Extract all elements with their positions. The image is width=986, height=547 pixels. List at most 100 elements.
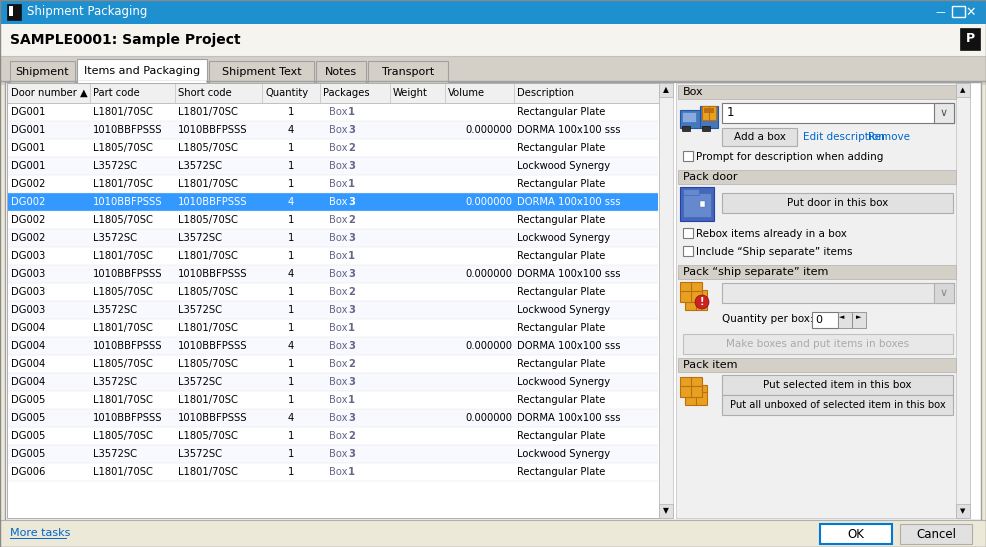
Text: DG006: DG006 (11, 467, 45, 477)
Bar (702, 126, 710, 131)
Bar (683, 334, 953, 354)
Text: 3: 3 (348, 161, 355, 171)
Text: Box: Box (328, 359, 347, 369)
Bar (952, 6, 965, 17)
Text: Shipment Text: Shipment Text (222, 67, 302, 77)
Bar (702, 106, 716, 120)
Bar (838, 312, 852, 328)
Text: Box: Box (328, 287, 347, 297)
Text: L1801/70SC: L1801/70SC (93, 395, 153, 405)
Bar (956, 83, 970, 97)
Text: 1: 1 (348, 467, 355, 477)
Bar (812, 312, 838, 328)
Bar (682, 126, 690, 131)
Text: Rectangular Plate: Rectangular Plate (517, 215, 605, 225)
Text: Description: Description (517, 88, 574, 98)
Bar (7, 193, 658, 211)
Bar (7, 121, 658, 139)
Text: DG004: DG004 (11, 377, 45, 387)
Text: 0.000000: 0.000000 (465, 341, 512, 351)
Text: 1: 1 (288, 107, 294, 117)
Text: Rectangular Plate: Rectangular Plate (517, 395, 605, 405)
Text: 1010BBFPSSS: 1010BBFPSSS (178, 341, 247, 351)
Bar (722, 395, 953, 415)
Text: 1: 1 (348, 179, 355, 189)
Text: 2: 2 (348, 143, 355, 153)
Bar (368, 61, 448, 83)
Text: ∨: ∨ (940, 288, 949, 298)
Bar (700, 106, 718, 128)
Text: Lockwood Synergy: Lockwood Synergy (517, 377, 610, 387)
Text: Box: Box (328, 449, 347, 459)
Text: L1805/70SC: L1805/70SC (93, 359, 153, 369)
Bar (7, 211, 658, 229)
Text: L3572SC: L3572SC (93, 449, 137, 459)
Text: Box: Box (328, 395, 347, 405)
Text: 1: 1 (288, 287, 294, 297)
Bar (7, 157, 658, 175)
Bar (7, 445, 658, 463)
Text: 1: 1 (288, 143, 294, 153)
Text: Rectangular Plate: Rectangular Plate (517, 467, 605, 477)
Bar (678, 170, 956, 184)
Text: 1: 1 (348, 107, 355, 117)
Bar (704, 108, 714, 113)
Text: DG005: DG005 (11, 395, 45, 405)
Text: Box: Box (328, 107, 347, 117)
Bar (7, 463, 658, 481)
Bar (659, 83, 673, 97)
Text: Box: Box (328, 341, 347, 351)
Text: DORMA 100x100 sss: DORMA 100x100 sss (517, 413, 620, 423)
Text: 3: 3 (348, 305, 355, 315)
Text: Rebox items already in a box: Rebox items already in a box (696, 229, 847, 239)
Text: 0: 0 (815, 315, 822, 325)
Text: Pack door: Pack door (683, 172, 738, 182)
Text: 3: 3 (348, 413, 355, 423)
Text: 4: 4 (288, 413, 294, 423)
Text: L3572SC: L3572SC (178, 305, 222, 315)
Bar (5, 82, 981, 520)
Text: Box: Box (328, 143, 347, 153)
Text: Box: Box (328, 215, 347, 225)
Bar (680, 110, 708, 128)
Bar (960, 28, 980, 50)
Bar (934, 103, 954, 123)
Bar (680, 377, 702, 397)
Bar (7, 103, 658, 121)
Text: Box: Box (328, 197, 347, 207)
Bar (700, 201, 705, 207)
Bar (683, 189, 699, 195)
Text: Put selected item in this box: Put selected item in this box (763, 380, 912, 390)
Text: DG001: DG001 (11, 161, 45, 171)
Text: 1010BBFPSSS: 1010BBFPSSS (178, 125, 247, 135)
Text: OK: OK (848, 527, 865, 540)
Text: 2: 2 (348, 215, 355, 225)
Text: ►: ► (856, 314, 862, 320)
Text: Transport: Transport (382, 67, 434, 77)
Bar (680, 187, 714, 221)
Text: Include “Ship separate” items: Include “Ship separate” items (696, 247, 853, 257)
Text: DG002: DG002 (11, 179, 45, 189)
Bar (0, 24, 986, 56)
Bar (7, 83, 659, 518)
Text: ▼: ▼ (663, 507, 669, 515)
Text: 1: 1 (288, 377, 294, 387)
Text: L1801/70SC: L1801/70SC (178, 395, 238, 405)
Bar (685, 385, 707, 405)
Text: Rectangular Plate: Rectangular Plate (517, 251, 605, 261)
Text: Short code: Short code (178, 88, 232, 98)
Text: Box: Box (328, 467, 347, 477)
Text: Packages: Packages (323, 88, 370, 98)
Bar (722, 283, 954, 303)
Text: DG005: DG005 (11, 413, 45, 423)
Text: L3572SC: L3572SC (93, 161, 137, 171)
Text: L3572SC: L3572SC (178, 233, 222, 243)
Text: 1010BBFPSSS: 1010BBFPSSS (93, 269, 163, 279)
Text: DG003: DG003 (11, 287, 45, 297)
Text: Box: Box (328, 323, 347, 333)
Text: Box: Box (683, 87, 704, 97)
Text: Box: Box (328, 233, 347, 243)
Text: L1801/70SC: L1801/70SC (93, 467, 153, 477)
Text: 1: 1 (288, 305, 294, 315)
Text: L1805/70SC: L1805/70SC (93, 287, 153, 297)
